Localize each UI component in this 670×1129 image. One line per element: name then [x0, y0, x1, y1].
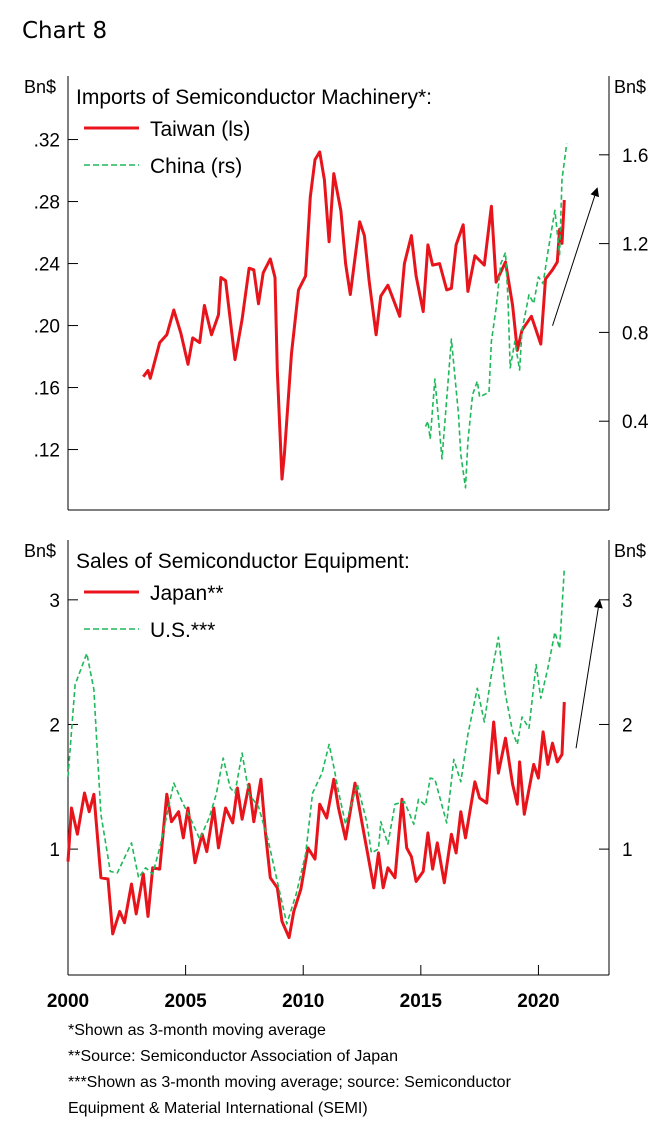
y-tick-label-left: 1: [49, 840, 60, 861]
footnote: **Source: Semiconductor Association of J…: [68, 1048, 398, 1065]
y-tick-label-left: .16: [34, 379, 60, 400]
trend-arrow: [552, 187, 600, 326]
y-axis-label-right: Bn$: [614, 541, 646, 561]
x-tick-label: 2000: [47, 991, 89, 1012]
y-tick-label-left: .20: [34, 317, 60, 338]
series-line-japan: [66, 701, 566, 940]
footnote: *Shown as 3-month moving average: [68, 1022, 326, 1039]
legend-label: U.S.***: [150, 619, 215, 642]
x-tick-label: 2020: [517, 991, 559, 1012]
y-tick-label-right: 0.8: [622, 323, 648, 344]
y-tick-label-left: .32: [34, 131, 60, 152]
legend-label: Japan**: [150, 582, 224, 605]
footnote: Equipment & Material International (SEMI…: [68, 1100, 368, 1117]
y-tick-label-left: .12: [34, 441, 60, 462]
series-line-taiwan-ls: [142, 150, 566, 481]
x-tick-label: 2010: [282, 991, 324, 1012]
series-line-u-s: [67, 568, 566, 925]
y-axis-label-left: Bn$: [24, 77, 56, 97]
y-tick-label-left: 2: [49, 715, 60, 736]
y-axis-label-right: Bn$: [614, 77, 646, 97]
series-line-china-rs: [424, 143, 568, 489]
legend-label: China (rs): [150, 155, 242, 178]
y-tick-label-left: .24: [34, 255, 61, 276]
y-tick-label-left: .28: [34, 193, 60, 214]
legend-label: Taiwan (ls): [150, 118, 250, 141]
y-tick-label-right: 3: [622, 591, 633, 612]
x-tick-label: 2005: [164, 991, 207, 1012]
trend-arrow: [575, 598, 603, 749]
y-tick-label-right: 2: [622, 715, 633, 736]
y-tick-label-right: 1.2: [622, 235, 648, 256]
y-tick-label-left: 3: [49, 591, 60, 612]
y-tick-label-right: 1.6: [622, 146, 648, 167]
legend-title: Sales of Semiconductor Equipment:: [76, 550, 410, 573]
y-tick-label-right: 1: [622, 840, 633, 861]
figure-title: Chart 8: [22, 18, 108, 44]
y-axis-label-left: Bn$: [24, 541, 56, 561]
y-tick-label-right: 0.4: [622, 412, 649, 433]
x-tick-label: 2015: [400, 991, 443, 1012]
footnotes: *Shown as 3-month moving average **Sourc…: [68, 1018, 511, 1122]
legend-title: Imports of Semiconductor Machinery*:: [76, 86, 432, 109]
footnote: ***Shown as 3-month moving average; sour…: [68, 1074, 511, 1091]
